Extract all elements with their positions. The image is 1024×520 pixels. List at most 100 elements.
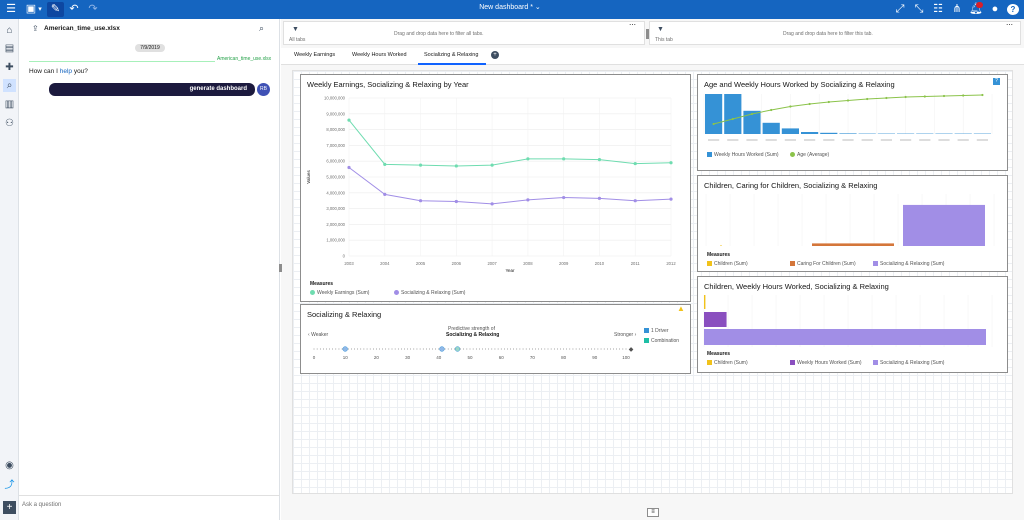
bar	[781, 128, 799, 134]
legend-caring[interactable]: Caring For Children (Sum)	[790, 261, 856, 267]
filter-divider-handle[interactable]	[646, 29, 649, 39]
all-tabs-label: All tabs	[289, 37, 306, 43]
legend-children[interactable]: Children (Sum)	[707, 261, 748, 267]
x-tick-label: 2006	[452, 261, 462, 266]
widget-age-hours-chart[interactable]: Age and Weekly Hours Worked by Socializi…	[697, 74, 1008, 171]
legend-socializing[interactable]: Socializing & Relaxing (Sum)	[873, 360, 944, 366]
navigate-icon[interactable]: ⚇	[5, 118, 14, 129]
home-icon[interactable]: ⌂	[6, 25, 13, 36]
legend-combination[interactable]: Combination	[644, 338, 679, 344]
measures-label: Measures	[310, 281, 334, 287]
help-icon[interactable]: ?	[1007, 4, 1019, 15]
greeting-suffix: you?	[72, 68, 88, 75]
insights-icon[interactable]: ⤴	[4, 480, 15, 491]
share-icon[interactable]: ⋔	[952, 3, 962, 15]
all-tabs-dropzone-text: Drag and drop data here to filter all ta…	[394, 31, 484, 37]
legend-one-driver[interactable]: 1 Driver	[644, 328, 669, 334]
save-icon[interactable]: ▣	[25, 3, 37, 15]
legend-label: Socializing & Relaxing (Sum)	[880, 360, 945, 366]
tab-weekly-earnings[interactable]: Weekly Earnings	[294, 52, 336, 58]
y-tick-label: 4,000,000	[326, 190, 345, 195]
source-divider	[29, 61, 270, 62]
this-tab-filter-dropzone[interactable]: ▼ This tab Drag and drop data here to fi…	[649, 21, 1021, 45]
children-hours-bar-chart	[703, 295, 993, 347]
widget-children-caring-chart[interactable]: Children, Caring for Children, Socializi…	[697, 175, 1008, 272]
y-tick-label: 7,000,000	[326, 143, 345, 148]
y-tick-label: 9,000,000	[326, 111, 345, 116]
weaker-label: ‹ Weaker	[308, 332, 329, 338]
date-chip: 7/9/2019	[135, 44, 165, 52]
fullscreen-icon[interactable]: ⤢	[895, 3, 905, 15]
menu-icon[interactable]: ☰	[6, 3, 16, 15]
warning-icon[interactable]: ▲	[677, 304, 685, 313]
legend-children[interactable]: Children (Sum)	[707, 360, 748, 366]
account-icon[interactable]: ◉	[5, 460, 14, 471]
bottom-panel-toggle-icon[interactable]: ≡	[647, 508, 659, 517]
redo-icon[interactable]: ↷	[88, 3, 98, 15]
data-point	[347, 118, 351, 122]
data-point	[562, 157, 566, 161]
legend-label: Age (Average)	[797, 152, 830, 158]
widget-earnings-line-chart[interactable]: Weekly Earnings, Socializing & Relaxing …	[300, 74, 691, 302]
assistant-search-icon[interactable]: ⌕	[3, 79, 16, 92]
add-icon[interactable]: +	[3, 501, 16, 514]
legend-weekly-earnings[interactable]: Weekly Earnings (Sum)	[310, 290, 369, 296]
legend-socializing[interactable]: Socializing & Relaxing (Sum)	[873, 261, 944, 267]
left-navigation: ⌂ ▤ ✚ ⌕ ▥ ⚇ ◉ ⤴ +	[0, 19, 19, 520]
legend-swatch	[707, 360, 712, 365]
legend-hours[interactable]: Weekly Hours Worked (Sum)	[707, 152, 779, 158]
widget-children-hours-chart[interactable]: Children, Weekly Hours Worked, Socializi…	[697, 276, 1008, 373]
panel-resize-handle[interactable]	[279, 264, 282, 272]
legend-age[interactable]: Age (Average)	[790, 152, 829, 158]
title-chevron-icon[interactable]: ⌄	[534, 4, 541, 11]
save-dropdown-icon[interactable]: ▾	[38, 6, 42, 13]
widget-driver-strength[interactable]: Socializing & Relaxing ▲ ‹ Weaker Strong…	[300, 304, 691, 374]
pin-icon[interactable]: ✚	[5, 62, 14, 73]
measures-label: Measures	[707, 351, 731, 357]
tick-label: 30	[405, 355, 411, 360]
more-options-icon[interactable]: ⋯	[629, 22, 636, 29]
children-caring-bar-chart	[705, 194, 995, 246]
data-point	[383, 192, 387, 196]
earnings-line-chart: 0 1,000,000 2,000,000 3,000,000 4,000,000 5,0…	[306, 96, 676, 274]
filter-settings-icon[interactable]: ☷	[933, 3, 943, 15]
connect-icon[interactable]: ⤡	[914, 3, 924, 15]
age-hours-combo-chart	[703, 93, 993, 141]
edit-pencil-icon[interactable]: ✎	[47, 2, 64, 17]
user-profile-icon[interactable]: ●	[991, 3, 999, 15]
undo-icon[interactable]: ↶	[69, 3, 79, 15]
add-tab-icon[interactable]: +	[491, 51, 499, 59]
all-tabs-filter-dropzone[interactable]: ▼ All tabs Drag and drop data here to fi…	[283, 21, 645, 45]
data-point	[712, 122, 715, 126]
tick-label: 90	[592, 355, 598, 360]
y-tick-label: 3,000,000	[326, 206, 345, 211]
legend-hours[interactable]: Weekly Hours Worked (Sum)	[790, 360, 862, 366]
data-point	[454, 164, 458, 168]
tick-label: 50	[467, 355, 473, 360]
dashboard-title[interactable]: New dashboard *	[479, 4, 533, 11]
ask-question-input[interactable]: Ask a question	[22, 502, 62, 508]
notification-count-badge	[976, 2, 983, 8]
user-message-bubble[interactable]: generate dashboard	[49, 83, 255, 96]
bar	[903, 204, 985, 246]
legend-swatch	[873, 360, 878, 365]
dashboard-grid: Weekly Earnings, Socializing & Relaxing …	[292, 70, 1013, 494]
data-point	[808, 102, 811, 106]
x-tick-label: 2009	[559, 261, 569, 266]
legend-swatch	[873, 261, 878, 266]
file-name: American_time_use.xlsx	[44, 25, 120, 32]
search-icon[interactable]: ⌕	[259, 23, 265, 33]
info-icon[interactable]: ?	[993, 78, 1000, 85]
data-sources-icon[interactable]: ▤	[4, 43, 15, 54]
bar	[762, 122, 780, 134]
legend-socializing[interactable]: Socializing & Relaxing (Sum)	[394, 290, 465, 296]
tab-socializing-relaxing[interactable]: Socializing & Relaxing	[424, 52, 479, 58]
more-options-icon[interactable]: ⋯	[1006, 22, 1013, 29]
help-link[interactable]: help	[59, 68, 73, 75]
avatar: RB	[257, 83, 270, 96]
tab-weekly-hours-worked[interactable]: Weekly Hours Worked	[352, 52, 407, 58]
assistant-panel: ⇪ American_time_use.xlsx ⌕ 7/9/2019 Amer…	[19, 19, 280, 520]
visualizations-icon[interactable]: ▥	[4, 99, 15, 110]
x-tick-label: 2007	[487, 261, 497, 266]
y-tick-label: 1,000,000	[326, 238, 345, 243]
